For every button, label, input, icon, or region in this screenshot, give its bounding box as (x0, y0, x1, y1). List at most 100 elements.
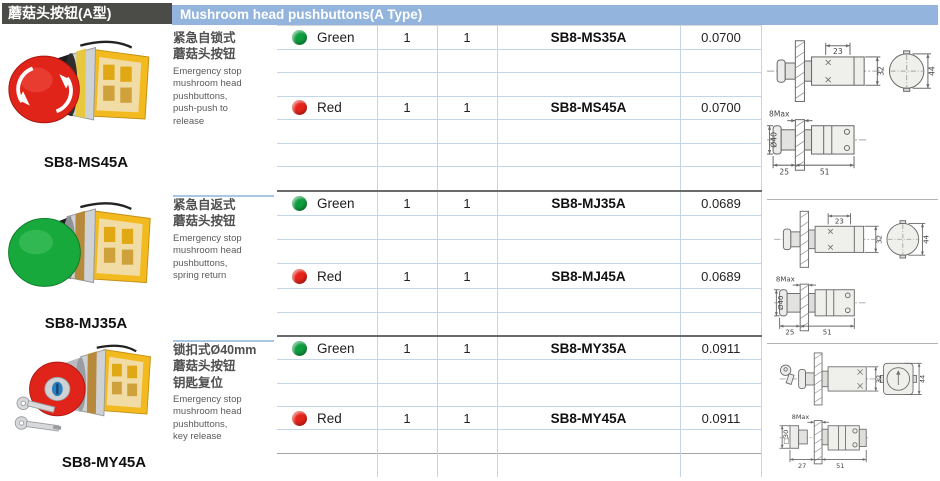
description-chinese: 紧急自返式 蘑菇头按钮 (173, 198, 236, 229)
column-divider (497, 337, 498, 477)
color-label: Red (317, 410, 342, 426)
table-row: Red 1 1 SB8-MS45A 0.0700 (277, 97, 762, 121)
table-empty-row (277, 240, 762, 265)
column-divider (377, 192, 378, 337)
product-section-mj: SB8-MJ35A 紧急自返式 蘑菇头按钮 Emergency stop mus… (0, 190, 940, 337)
dim-label-27: 27 (798, 462, 806, 470)
qty-nc-cell: 1 (463, 100, 471, 116)
dim-label-dia40: Ø40 (770, 132, 779, 148)
column-divider (680, 192, 681, 337)
color-label: Green (317, 196, 355, 212)
green-color-swatch (292, 196, 307, 212)
qty-no-cell: 1 (403, 410, 411, 426)
qty-no-cell: 1 (403, 340, 411, 356)
color-label: Green (317, 29, 355, 45)
page-title-english: Mushroom head pushbuttons(A Type) (172, 5, 938, 25)
dim-label-8max: 8Max (776, 275, 795, 283)
color-cell: Green (277, 196, 377, 212)
column-divider (437, 26, 438, 191)
column-divider (497, 26, 498, 191)
table-row: Green 1 1 SB8-MY35A 0.0911 (277, 337, 762, 361)
color-cell: Green (277, 340, 377, 356)
product-description: 紧急自锁式 蘑菇头按钮 Emergency stop mushroom head… (173, 30, 274, 128)
color-cell: Red (277, 100, 377, 116)
model-number: SB8-MJ45A (551, 268, 626, 284)
qty-no-cell: 1 (403, 268, 411, 284)
table-row: Red 1 1 SB8-MY45A 0.0911 (277, 407, 762, 431)
dim-label-sq30: □30 (782, 430, 790, 444)
dim-label-8max: 8Max (769, 110, 790, 119)
dim-label-25: 25 (785, 329, 794, 337)
color-label: Green (317, 340, 355, 356)
dim-label-32: 32 (875, 235, 883, 244)
table-empty-row (277, 360, 762, 384)
table-empty-row (277, 313, 762, 337)
drawing-divider-line (767, 343, 938, 344)
dim-label-51: 51 (820, 167, 830, 176)
weight-value: 0.0700 (701, 29, 741, 45)
weight-value: 0.0689 (701, 268, 741, 284)
table-empty-row (277, 167, 762, 191)
technical-drawing-round: 23 32 44 8Max Ø40 25 51 (774, 210, 931, 337)
model-number: SB8-MS45A (550, 100, 627, 116)
red-color-swatch (292, 268, 307, 284)
technical-drawing-key: 32 44 8Max □30 27 51 (779, 352, 926, 470)
dim-label-44: 44 (923, 234, 931, 243)
column-divider (437, 337, 438, 477)
product-photo-ms45a: SB8-MS45A (2, 27, 170, 171)
dim-label-32: 32 (876, 66, 885, 76)
qty-nc-cell: 1 (463, 196, 471, 212)
table-empty-row (277, 384, 762, 407)
weight-value: 0.0700 (701, 100, 741, 116)
mushroom-button-green-illustration (8, 202, 151, 287)
column-divider (761, 192, 762, 337)
green-color-swatch (292, 340, 307, 356)
color-cell: Red (277, 268, 377, 284)
color-cell: Green (277, 29, 377, 45)
column-divider (377, 337, 378, 477)
weight-value: 0.0911 (701, 340, 741, 356)
dim-label-23: 23 (833, 47, 843, 56)
table-empty-row (277, 216, 762, 241)
table-empty-row (277, 144, 762, 168)
table-empty-row (277, 50, 762, 74)
table-empty-row (277, 120, 762, 144)
column-divider (680, 337, 681, 477)
dim-label-8max: 8Max (792, 413, 810, 421)
product-section-ms: SB8-MS45A 紧急自锁式 蘑菇头按钮 Emergency stop mus… (0, 25, 940, 191)
dim-label-44: 44 (918, 375, 926, 383)
green-color-swatch (292, 29, 307, 45)
description-chinese: 紧急自锁式 蘑菇头按钮 (173, 31, 236, 62)
dim-label-44: 44 (927, 66, 936, 76)
model-number: SB8-MY35A (550, 340, 627, 356)
technical-drawing-round: 23 32 44 8Max Ø40 25 51 (767, 40, 936, 176)
description-english: Emergency stop mushroom head pushbuttons… (173, 65, 242, 127)
photo-caption: SB8-MY45A (61, 454, 147, 471)
column-divider (497, 192, 498, 337)
color-label: Red (317, 268, 342, 284)
qty-no-cell: 1 (403, 196, 411, 212)
description-chinese: 锁扣式Ø40mm 蘑菇头按钮 钥匙复位 (173, 343, 257, 390)
spec-table: Green 1 1 SB8-MS35A 0.0700 Red 1 1 SB8-M… (277, 25, 762, 191)
dim-label-32: 32 (875, 375, 883, 383)
qty-nc-cell: 1 (463, 410, 471, 426)
table-row: Green 1 1 SB8-MS35A 0.0700 (277, 26, 762, 50)
page-title-chinese: 蘑菇头按钮(A型) (2, 3, 172, 24)
photo-caption: SB8-MS45A (43, 154, 129, 171)
column-divider (761, 26, 762, 191)
table-empty-row (277, 73, 762, 97)
product-description: 锁扣式Ø40mm 蘑菇头按钮 钥匙复位 Emergency stop mushr… (173, 340, 274, 444)
table-row: Green 1 1 SB8-MJ35A 0.0689 (277, 192, 762, 217)
photo-caption: SB8-MJ35A (44, 315, 128, 332)
model-number: SB8-MJ35A (551, 196, 626, 212)
table-row: Red 1 1 SB8-MJ45A 0.0689 (277, 264, 762, 289)
column-divider (680, 26, 681, 191)
red-color-swatch (292, 100, 307, 116)
dim-label-51: 51 (823, 329, 832, 337)
mushroom-button-key-illustration (14, 344, 151, 432)
product-photo-my45a: SB8-MY45A (2, 337, 170, 471)
dim-label-23: 23 (835, 217, 844, 225)
column-divider (761, 337, 762, 477)
spec-table: Green 1 1 SB8-MY35A 0.0911 Red 1 1 SB8-M… (277, 335, 762, 477)
column-divider (437, 192, 438, 337)
